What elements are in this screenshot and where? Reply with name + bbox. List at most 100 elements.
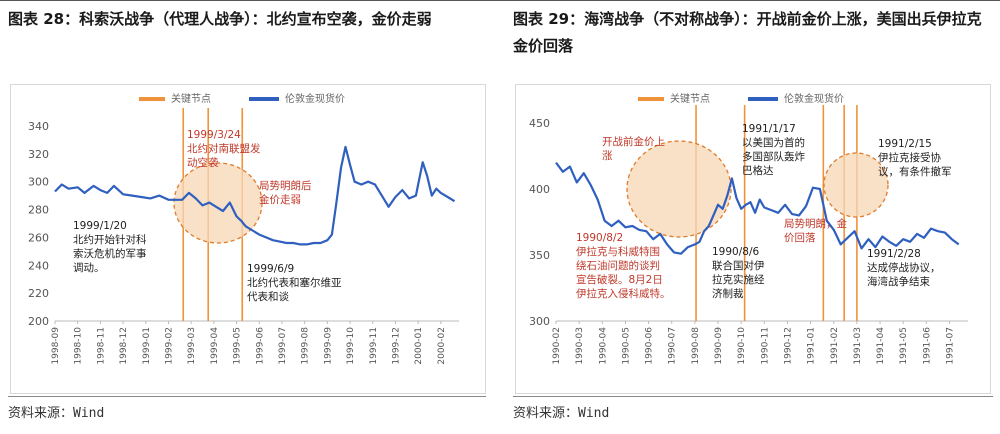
annotation-text-line: 局势明朗后 [259,179,312,192]
annotation-text: 1991/2/15 伊拉克接受协议，有条件撤军 [878,138,952,178]
figure-29-chart: 关键节点 伦敦金现货价 300 350 400 450 1990-02 1990-03 1990… [529,92,968,365]
x-tick-label: 1999-06 [255,327,265,365]
x-tick-label: 1990-07 [668,327,678,365]
x-tick-label: 1991-07 [945,327,955,365]
annotation-text-line: 拉克实施经 [712,273,765,286]
annotation-text-line: 1999/1/20 [73,220,127,232]
annotation-text-line: 开战前金价上 [602,135,665,148]
legend-key-swatch [638,97,664,101]
x-tick-label: 1990-03 [575,327,585,365]
figure-29-source: 资料来源：Wind [513,406,610,421]
annotation-text: 开战前金价上涨 [602,135,665,162]
x-tick-label: 1999-02 [164,327,174,365]
x-tick-label: 1999-12 [391,327,401,365]
x-tick-label: 1999-05 [233,327,243,365]
x-tick-label: 1999-10 [346,327,356,365]
highlight-circle-2 [823,152,889,218]
annotation-text-line: 伊拉克入侵科威特。 [576,287,671,300]
legend-series-label: 伦敦金现货价 [285,92,345,105]
annotation-text-line: 北约对南联盟发 [187,142,261,155]
figure-29-chart-frame: 关键节点 伦敦金现货价 300 350 400 450 1990-02 1990-03 1990… [515,84,991,394]
x-tick-label: 1998-09 [51,327,61,365]
y-tick-label: 300 [28,176,49,189]
annotation-text-line: 局势明朗，金 [784,217,847,230]
y-tick-label: 260 [28,231,49,244]
annotation-text: 1990/8/2 伊拉克与科威特围绕石油问题的谈判宣告破裂。8月2日伊拉克入侵科威… [576,232,671,300]
x-tick-label: 1990-05 [621,327,631,365]
x-tick-label: 1991-01 [807,327,817,365]
x-tick-label: 1998-12 [119,327,129,365]
annotation-text-line: 1991/2/15 [878,138,932,150]
x-tick-label: 1998-10 [74,327,84,365]
figure-28-title: 图表 28：科索沃战争（代理人战争）：北约宣布空袭，金价走弱 [8,10,432,28]
annotation-text-line: 1990/8/6 [712,246,759,258]
x-tick-label: 1998-11 [96,327,106,365]
y-tick-label: 400 [529,183,550,196]
annotation-text: 局势明朗，金价回落 [784,217,847,244]
annotation-text: 1999/3/24 北约对南联盟发动空袭 [187,129,261,169]
y-tick-label: 240 [28,259,49,272]
annotation-text-line: 海湾战争结束 [867,275,930,288]
annotation-text: 1991/1/17 以美国为首的多国部队轰炸巴格达 [742,123,805,177]
legend-series-swatch [249,97,279,101]
x-tick-label: 1990-06 [645,327,655,365]
annotation-text-line: 金价走弱 [259,193,301,206]
annotation-text-line: 1991/2/28 [867,248,921,260]
top-rule [0,0,1000,1]
annotation-text-line: 达成停战协议， [867,261,941,274]
annotation-text-line: 宣告破裂。8月2日 [576,273,663,286]
annotation-text: 局势明朗后金价走弱 [259,179,312,206]
x-tick-label: 1990-09 [714,327,724,365]
gold-price-series-line [54,145,456,246]
annotation-text: 1990/8/6 联合国对伊拉克实施经济制裁 [712,246,765,300]
annotation-text-line: 绕石油问题的谈判 [576,259,660,272]
x-tick-label: 2000-02 [437,327,447,365]
annotation-text-line: 涨 [602,150,613,162]
annotation-text-line: 北约代表和塞尔维亚 [247,276,342,289]
x-tick-label: 2000-01 [414,327,424,365]
x-tick-label: 1991-03 [853,327,863,365]
y-tick-label: 280 [28,204,49,217]
annotation-text-line: 代表和谈 [247,290,289,303]
x-tick-label: 1999-09 [323,327,333,365]
legend-series-label: 伦敦金现货价 [784,92,844,105]
annotation-text-line: 价回落 [784,232,816,244]
x-tick-label: 1999-07 [278,327,288,365]
annotation-text-line: 1990/8/2 [576,232,623,244]
legend-key-label: 关键节点 [670,92,710,105]
annotation-text-line: 北约开始针对科 [73,233,147,246]
x-tick-label: 1990-04 [598,327,608,365]
annotation-text-line: 1991/1/17 [742,123,796,135]
x-tick-label: 1991-04 [876,327,886,365]
y-tick-label: 450 [529,117,550,130]
annotation-text-line: 1999/6/9 [247,263,294,275]
x-tick-label: 1999-04 [210,327,220,365]
x-tick-label: 1991-05 [899,327,909,365]
figure-29-title: 图表 29：海湾战争（不对称战争）：开战前金价上涨，美国出兵伊拉克金价回落 [513,10,982,55]
annotation-text-line: 伊拉克接受协 [878,151,941,164]
x-tick-label: 1991-02 [830,327,840,365]
legend-key-label: 关键节点 [171,92,211,105]
annotation-text-line: 索沃危机的军事 [73,247,147,260]
annotation-text: 1991/2/28 达成停战协议，海湾战争结束 [867,248,941,288]
figure-29-bottom-rule [513,396,993,397]
x-tick-label: 1990-11 [760,327,770,365]
annotation-text-line: 调动。 [73,262,105,274]
x-tick-label: 1990-12 [783,327,793,365]
x-tick-label: 1999-03 [187,327,197,365]
x-tick-label: 1990-08 [691,327,701,365]
y-tick-label: 200 [28,315,49,328]
annotation-text-line: 动空袭 [187,156,219,169]
figure-28-panel: 图表 28：科索沃战争（代理人战争）：北约宣布空袭，金价走弱 关键节点 伦敦金现货… [0,0,490,434]
annotation-text-line: 济制裁 [712,287,744,300]
annotation-text-line: 以美国为首的 [742,136,805,149]
highlight-circle [173,162,263,244]
annotation-text-line: 巴格达 [742,164,774,177]
gold-price-series-line [555,161,960,255]
y-tick-label: 350 [529,249,550,262]
legend-key-swatch [139,97,165,101]
x-tick-label: 1999-08 [301,327,311,365]
figure-28-source: 资料来源：Wind [8,406,105,421]
annotation-text-line: 1999/3/24 [187,129,241,141]
annotation-text: 1999/1/20 北约开始针对科索沃危机的军事调动。 [73,220,147,274]
